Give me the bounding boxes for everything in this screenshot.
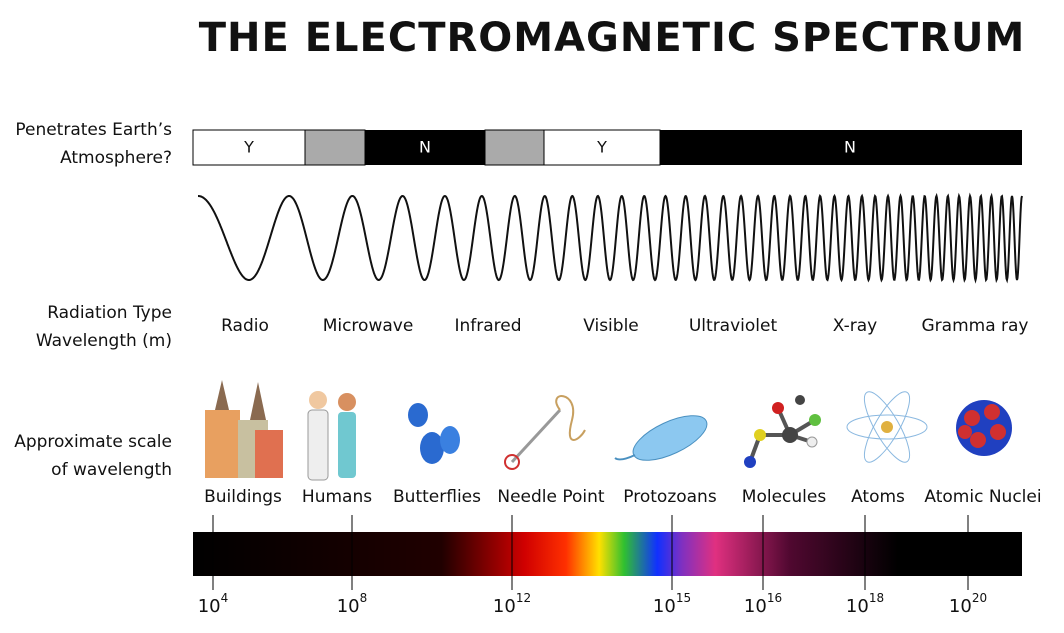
molecule-icon — [744, 395, 821, 468]
row-label: Penetrates Earth’s Atmosphere? — [15, 120, 172, 168]
radiation-label: Ultraviolet — [689, 316, 778, 336]
scale-label: Needle Point — [497, 487, 605, 507]
tick-label: 1015 — [653, 591, 691, 618]
protozoan-icon — [614, 415, 708, 461]
wave — [198, 192, 1023, 284]
segment-label: N — [419, 138, 431, 157]
title: THE ELECTROMAGNETIC SPECTRUM — [199, 15, 1026, 61]
tick-base: 10 — [198, 596, 221, 617]
row-label: Radiation Type Wavelength (m) — [36, 303, 172, 351]
segment — [365, 130, 485, 165]
tick-base: 10 — [653, 596, 676, 617]
tick-base: 10 — [337, 596, 360, 617]
needle-icon — [504, 395, 586, 470]
tick-base: 10 — [493, 596, 516, 617]
radiation-label: Infrared — [454, 316, 521, 336]
segment — [543, 129, 661, 166]
tick-exponent: 20 — [972, 591, 987, 605]
scale-label: Butterflies — [393, 487, 481, 507]
tick-exponent: 15 — [676, 591, 691, 605]
scale-label: Protozoans — [623, 487, 717, 507]
segment — [304, 129, 366, 166]
segment-label: Y — [243, 138, 254, 157]
tick-label: 1018 — [846, 591, 884, 618]
row-label: Approximate scale of wavelength — [14, 432, 172, 480]
buildings-icon — [205, 380, 283, 478]
segment-label: N — [844, 138, 856, 157]
scale-label: Atoms — [851, 487, 905, 507]
segment — [660, 130, 1022, 165]
radiation-label: Radio — [221, 316, 269, 336]
tick-exponent: 4 — [221, 591, 229, 605]
segment-label: Y — [596, 138, 607, 157]
butterflies-icon — [408, 403, 460, 464]
radiation-label: Visible — [583, 316, 639, 336]
humans-icon — [307, 391, 356, 481]
icons — [205, 380, 1012, 481]
tick-label: 104 — [198, 591, 229, 618]
atmosphere-bar: Y N Y N — [192, 129, 1022, 166]
scale-label: Molecules — [742, 487, 827, 507]
segment — [484, 129, 545, 166]
nucleus-icon — [956, 400, 1012, 456]
tick-base: 10 — [846, 596, 869, 617]
scale-label: Humans — [302, 487, 372, 507]
radiation-label: Microwave — [323, 316, 414, 336]
tick-base: 10 — [949, 596, 972, 617]
radiation-label: Gramma ray — [922, 316, 1029, 336]
tick-base: 10 — [744, 596, 767, 617]
tick-label: 108 — [337, 591, 368, 618]
scale-label: Buildings — [204, 487, 282, 507]
tick-label: 1016 — [744, 591, 782, 618]
tick-exponent: 8 — [360, 591, 368, 605]
tick-label: 1012 — [493, 591, 531, 618]
tick-exponent: 18 — [869, 591, 884, 605]
tick-label: 1020 — [949, 591, 987, 618]
scale-label: Atomic Nuclei — [924, 487, 1041, 507]
spectrum-bar — [193, 532, 1022, 576]
tick-exponent: 12 — [516, 591, 531, 605]
atom-icon — [846, 391, 928, 463]
radiation-label: X-ray — [833, 316, 877, 336]
segment — [192, 129, 306, 166]
tick-exponent: 16 — [767, 591, 782, 605]
